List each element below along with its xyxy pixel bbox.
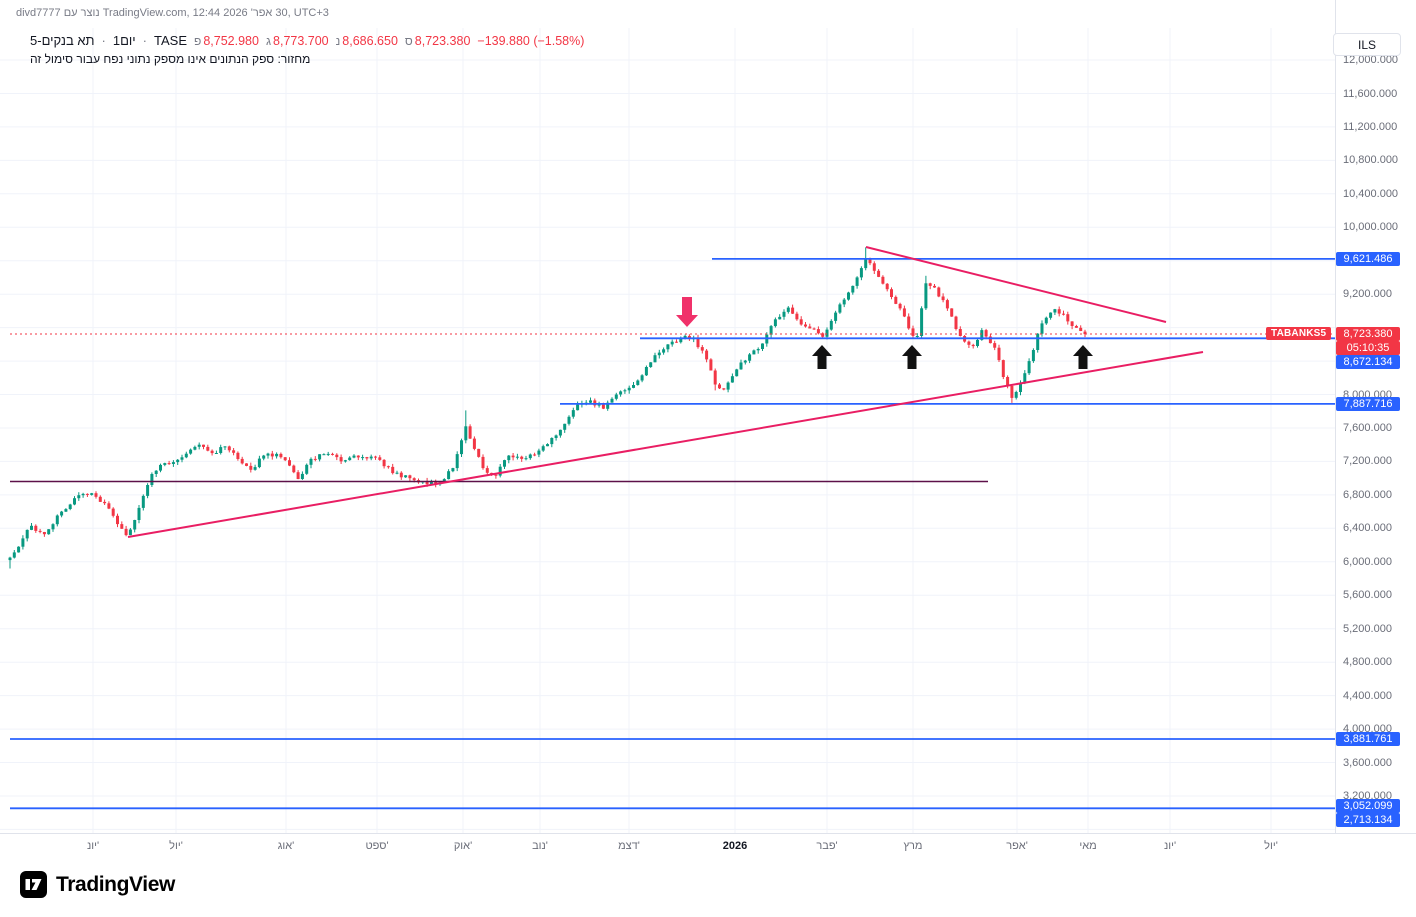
price-axis-label: 10,400.000 xyxy=(1343,187,1399,200)
up-arrow-marker[interactable] xyxy=(812,345,832,369)
time-axis-label: יול' xyxy=(1264,840,1278,852)
interval-label[interactable]: 1יום xyxy=(112,33,136,48)
price-axis-label: 4,400.000 xyxy=(1343,689,1392,702)
price-level-badge[interactable]: 3,052.099 xyxy=(1336,799,1400,813)
time-axis-label: דצמ' xyxy=(618,840,640,852)
time-axis-label: אפר' xyxy=(1006,840,1028,852)
high-label: ג xyxy=(265,34,272,48)
time-axis-label: פבר' xyxy=(816,840,838,852)
exchange-label: TASE xyxy=(154,33,187,48)
price-axis-label: 10,800.000 xyxy=(1343,154,1399,167)
price-level-badge[interactable]: 7,887.716 xyxy=(1336,396,1400,411)
price-level-badge[interactable]: 2,713.134 xyxy=(1336,813,1400,827)
rising-support-trendline[interactable] xyxy=(127,351,1204,538)
price-axis-label: 3,600.000 xyxy=(1343,756,1392,769)
change-value: −139.880 (−1.58%) xyxy=(477,34,585,48)
watermark-site: TradingView.com, xyxy=(102,7,190,19)
low-label: נ xyxy=(335,34,341,48)
legend-separator: · xyxy=(142,33,147,48)
up-arrow-marker[interactable] xyxy=(1073,345,1093,369)
watermark-month: אפר' xyxy=(250,7,273,19)
price-axis-label: 10,000.000 xyxy=(1343,221,1399,234)
open-label: פ xyxy=(194,34,202,48)
time-axis-label: יונ' xyxy=(1163,840,1177,852)
descending-resistance-trendline[interactable] xyxy=(865,246,1167,323)
price-axis-label: 11,200.000 xyxy=(1343,120,1398,133)
current-price-badge: 8,723.380 xyxy=(1336,327,1400,341)
price-level-badge[interactable]: 8,672.134 xyxy=(1336,355,1400,369)
time-axis-label: ספט' xyxy=(365,840,389,852)
legend-separator: · xyxy=(101,33,106,48)
low-value: 8,686.650 xyxy=(342,34,398,48)
price-level-badge[interactable]: 3,881.761 xyxy=(1336,732,1400,746)
currency-label: ILS xyxy=(1357,37,1376,52)
price-axis-label: 11,600.000 xyxy=(1343,87,1398,100)
watermark-time: 12:44 xyxy=(192,7,221,19)
time-axis-label: מרץ xyxy=(903,840,923,852)
symbol-legend-row[interactable]: תא בנקים-5 · 1יום · TASE פ 8,752.980 ג 8… xyxy=(30,33,584,48)
time-axis-label: מאי xyxy=(1079,840,1097,852)
price-axis-label: 6,400.000 xyxy=(1343,522,1392,535)
countdown-badge: 05:10:35 xyxy=(1336,341,1400,355)
watermark-username: divd7777 xyxy=(16,7,61,19)
time-axis-label: אוק' xyxy=(453,840,473,852)
tradingview-logo-text: TradingView xyxy=(56,872,175,896)
currency-selector[interactable]: ILS xyxy=(1333,33,1401,56)
price-level-badge[interactable]: 9,621.486 xyxy=(1336,251,1400,266)
time-axis-label: נוב' xyxy=(532,840,548,852)
price-axis-separator xyxy=(1335,0,1336,833)
ohlc-open: פ 8,752.980 xyxy=(194,34,259,48)
time-axis-label: יונ' xyxy=(86,840,100,852)
symbol-name[interactable]: תא בנקים-5 xyxy=(30,33,95,48)
time-axis-separator xyxy=(0,833,1416,834)
watermark-created-with: נוצר עם xyxy=(63,7,100,19)
price-axis-label: 7,200.000 xyxy=(1343,455,1392,468)
down-arrow-marker[interactable] xyxy=(676,297,698,327)
time-axis-label-year: 2026 xyxy=(722,840,748,852)
ohlc-low: נ 8,686.650 xyxy=(336,34,398,48)
volume-note: מחזור: ספק הנתונים אינו מספק נתוני נפח ע… xyxy=(30,52,311,66)
watermark-day: 30, xyxy=(275,7,291,19)
price-axis-label: 7,600.000 xyxy=(1343,422,1392,434)
open-value: 8,752.980 xyxy=(203,34,259,48)
symbol-tag-label[interactable]: TABANKS5 xyxy=(1266,327,1332,340)
price-axis-label: 5,200.000 xyxy=(1343,622,1392,635)
price-axis-label: 6,800.000 xyxy=(1343,488,1392,501)
high-value: 8,773.700 xyxy=(273,34,329,48)
watermark-year: 2026 xyxy=(223,7,248,19)
watermark-utc-offset: UTC+3 xyxy=(293,7,329,19)
time-axis-label: יול' xyxy=(169,840,183,852)
time-axis-label: אוג' xyxy=(277,840,295,852)
ohlc-close: ס 8,723.380 xyxy=(405,34,470,48)
watermark: divd7777 נוצר עם TradingView.com, 12:44 … xyxy=(16,7,329,19)
close-label: ס xyxy=(404,34,413,48)
tradingview-logo[interactable]: TradingView xyxy=(20,871,175,898)
candles xyxy=(8,247,1087,569)
price-axis-label: 9,200.000 xyxy=(1343,288,1392,301)
price-axis-label: 12,000.000 xyxy=(1343,54,1399,66)
up-arrow-marker[interactable] xyxy=(902,345,922,369)
tradingview-logo-icon xyxy=(20,871,47,898)
ohlc-high: ג 8,773.700 xyxy=(266,34,329,48)
price-axis-label: 6,000.000 xyxy=(1343,555,1392,568)
price-axis-label: 4,800.000 xyxy=(1343,656,1392,669)
close-value: 8,723.380 xyxy=(414,34,471,48)
price-axis-label: 5,600.000 xyxy=(1343,589,1392,602)
